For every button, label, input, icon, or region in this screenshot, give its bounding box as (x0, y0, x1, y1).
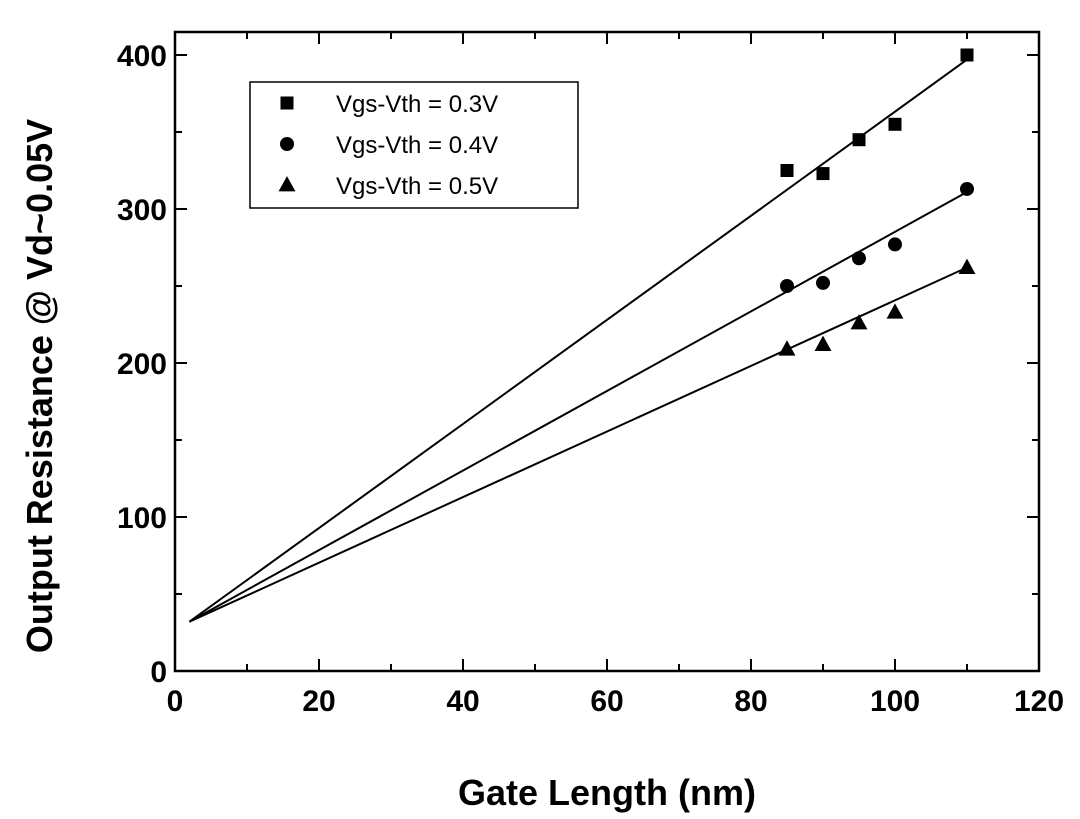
x-tick-label: 20 (302, 685, 335, 718)
data-point-series-2 (888, 237, 902, 252)
x-tick-label: 0 (167, 685, 184, 718)
data-point-series-3 (886, 303, 904, 319)
legend-marker-series-1 (280, 96, 294, 110)
data-point-series-1 (780, 164, 794, 177)
legend-box (249, 81, 579, 209)
y-tick-label: 400 (117, 40, 167, 73)
data-point-series-2 (960, 181, 974, 196)
data-point-series-2 (816, 275, 830, 290)
x-axis-title: Gate Length (nm) (458, 772, 756, 813)
x-tick-label: 40 (446, 685, 479, 718)
ticks-layer: 0 20 40 60 80 100 120 0 100 200 300 400 (117, 32, 1064, 718)
y-tick-label: 0 (150, 656, 167, 689)
data-points (778, 48, 976, 356)
data-point-series-1 (816, 167, 830, 181)
data-point-series-2 (780, 279, 794, 293)
x-tick-label: 120 (1014, 685, 1064, 718)
legend-label-series-1: Vgs-Vth = 0.3V (336, 91, 498, 118)
x-tick-label: 60 (590, 685, 623, 718)
x-tick-label: 80 (734, 685, 767, 718)
fit-line-series-1 (188, 58, 968, 623)
data-point-series-3 (958, 258, 976, 274)
data-point-series-1 (888, 117, 902, 131)
fit-line-series-3 (188, 266, 968, 623)
y-tick-label: 300 (117, 194, 167, 227)
legend-marker-series-2 (280, 137, 294, 151)
legend-label-series-2: Vgs-Vth = 0.4V (336, 132, 498, 159)
y-axis-title: Output Resistance @ Vd~0.05V (19, 119, 60, 653)
y-tick-label: 200 (117, 348, 167, 381)
fit-lines (188, 58, 968, 623)
legend-marker-series-3 (278, 176, 296, 192)
y-tick-label: 100 (117, 502, 167, 535)
legend-label-series-3: Vgs-Vth = 0.5V (336, 173, 498, 200)
fit-line-series-2 (188, 191, 968, 623)
data-point-series-3 (778, 340, 796, 356)
data-point-series-1 (852, 133, 866, 147)
legend: Vgs-Vth = 0.3V Vgs-Vth = 0.4V Vgs-Vth = 0.… (249, 81, 579, 209)
data-point-series-2 (852, 251, 866, 266)
x-tick-label: 100 (870, 685, 920, 718)
data-point-series-3 (814, 335, 832, 351)
data-point-series-3 (850, 314, 868, 330)
data-point-series-1 (960, 48, 974, 62)
